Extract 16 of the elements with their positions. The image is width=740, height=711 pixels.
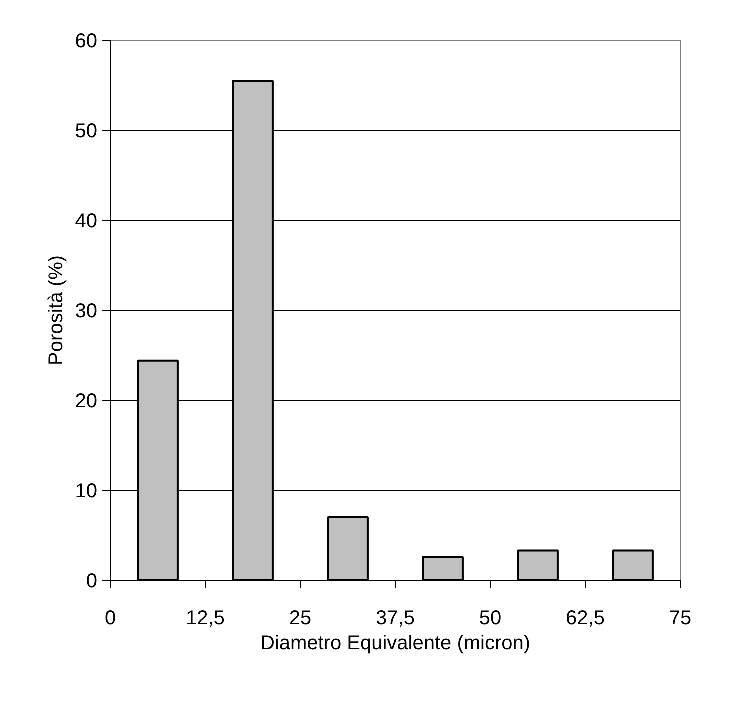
y-tick-label: 10 <box>75 480 98 502</box>
x-tick-label: 75 <box>669 608 692 630</box>
y-tick-label: 0 <box>86 570 98 592</box>
y-tick-label: 50 <box>75 120 98 142</box>
y-tick-label: 60 <box>75 30 98 52</box>
x-tick-label: 50 <box>479 608 502 630</box>
x-tick-label: 25 <box>289 608 312 630</box>
y-axis-title: Porosità (%) <box>45 255 68 366</box>
x-tick-label: 12,5 <box>186 608 225 630</box>
x-axis-title: Diametro Equivalente (micron) <box>260 632 531 654</box>
x-tick-label: 0 <box>104 608 116 630</box>
x-tick-label: 37,5 <box>376 608 415 630</box>
y-tick-label: 20 <box>75 390 98 412</box>
y-tick-label: 40 <box>75 210 98 232</box>
y-tick-label: 30 <box>75 300 98 322</box>
x-tick-label: 62,5 <box>566 608 605 630</box>
